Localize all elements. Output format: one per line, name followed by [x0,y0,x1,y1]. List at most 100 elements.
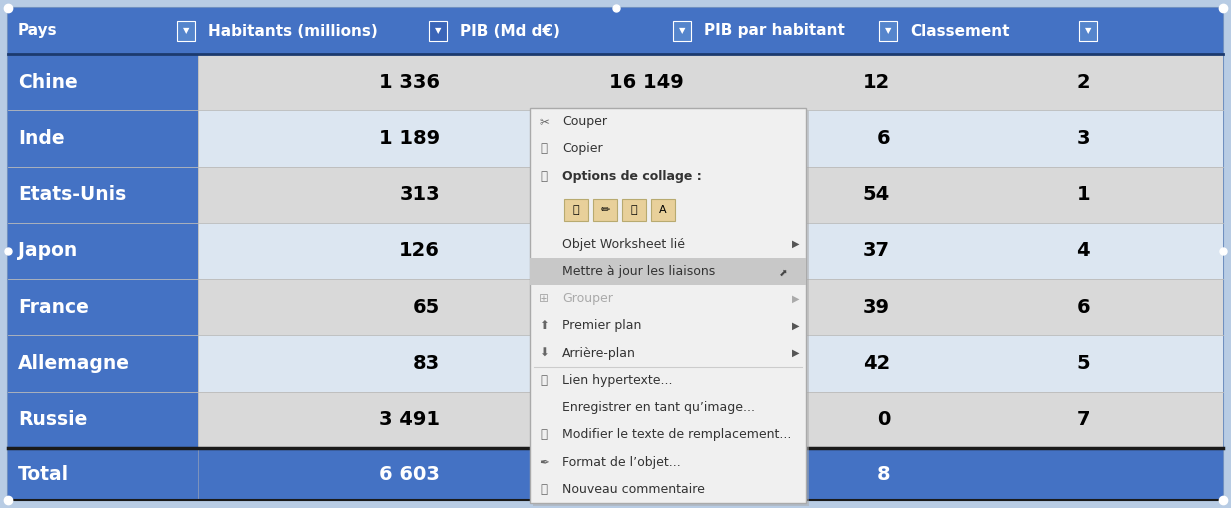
Text: ⬆: ⬆ [539,320,549,332]
Text: 126: 126 [399,241,439,261]
Text: 1: 1 [1076,185,1089,204]
Bar [7,335,1224,392]
Text: 54: 54 [863,185,890,204]
Bar [177,21,194,41]
Text: Allemagne: Allemagne [18,354,130,373]
Bar [7,279,198,335]
Text: ✂: ✂ [539,115,549,128]
Text: ▼: ▼ [182,26,190,36]
Text: A: A [659,205,667,215]
Bar [7,54,1224,110]
Text: 3 491: 3 491 [379,410,439,429]
Text: Total: Total [18,464,69,484]
Text: 16 149: 16 149 [609,73,684,91]
Text: 8: 8 [876,464,890,484]
Text: 313: 313 [399,185,439,204]
Text: ▼: ▼ [678,26,686,36]
Text: Format de l’objet...: Format de l’objet... [563,456,681,469]
Text: Grouper: Grouper [563,292,613,305]
Text: 5: 5 [1076,354,1089,373]
Text: 📋: 📋 [540,170,548,182]
Bar [7,279,1224,335]
Bar [673,21,691,41]
Text: ▼: ▼ [1085,26,1091,36]
Bar [7,392,198,448]
Text: 💬: 💬 [540,483,548,496]
Text: Inde: Inde [18,129,64,148]
Text: Chine: Chine [18,73,78,91]
Text: 6: 6 [876,129,890,148]
Bar [531,108,806,503]
Bar [879,21,897,41]
Text: ✏: ✏ [601,205,609,215]
Bar [622,199,646,221]
Text: 4: 4 [1076,241,1089,261]
Text: 65: 65 [412,298,439,317]
Bar [651,199,675,221]
Text: ⊞: ⊞ [539,292,549,305]
Text: ▶: ▶ [793,294,800,304]
Bar [7,335,198,392]
Text: ▶: ▶ [793,348,800,358]
Text: Enregistrer en tant qu’image...: Enregistrer en tant qu’image... [563,401,755,414]
Bar [7,110,1224,167]
Text: 6: 6 [1076,298,1089,317]
Text: Nouveau commentaire: Nouveau commentaire [563,483,705,496]
Bar [7,223,198,279]
Text: Options de collage :: Options de collage : [563,170,702,182]
Text: ▶: ▶ [793,239,800,249]
Text: 6 776: 6 776 [623,129,684,148]
Bar [533,111,809,506]
Text: ▶: ▶ [793,321,800,331]
Text: PIB (Md d€): PIB (Md d€) [460,23,560,39]
Text: Couper: Couper [563,115,607,128]
Text: ▼: ▼ [885,26,891,36]
Text: ✒: ✒ [539,456,549,469]
Text: Habitants (millions): Habitants (millions) [208,23,378,39]
Text: ⬇: ⬇ [539,346,549,360]
Bar [7,54,198,110]
Text: Objet Worksheet lié: Objet Worksheet lié [563,238,684,251]
Text: 6 603: 6 603 [379,464,439,484]
Bar [7,167,198,223]
Text: 12: 12 [863,73,890,91]
Text: Premier plan: Premier plan [563,320,641,332]
Bar [593,199,617,221]
Text: 2: 2 [1076,73,1089,91]
Bar [428,21,447,41]
Text: Classement: Classement [910,23,1009,39]
Text: 🖼: 🖼 [630,205,638,215]
Bar [531,258,806,285]
Text: Arrière-plan: Arrière-plan [563,346,636,360]
Text: France: France [18,298,89,317]
Text: PIB par habitant: PIB par habitant [704,23,844,39]
Text: 🏞: 🏞 [540,428,548,441]
Bar [7,392,1224,448]
Bar [7,223,1224,279]
Text: 39: 39 [863,298,890,317]
Text: ⬆: ⬆ [774,268,788,280]
Text: 7: 7 [1076,410,1089,429]
Bar [564,199,588,221]
Text: 🗐: 🗐 [540,142,548,155]
Text: Copier: Copier [563,142,603,155]
Bar [1080,21,1097,41]
Text: Russie: Russie [18,410,87,429]
Bar [7,8,1224,54]
Text: Mettre à jour les liaisons: Mettre à jour les liaisons [563,265,715,278]
Bar [7,110,198,167]
Text: Lien hypertexte...: Lien hypertexte... [563,374,672,387]
Text: 1 336: 1 336 [379,73,439,91]
Text: 3: 3 [1076,129,1089,148]
Bar [7,167,1224,223]
Text: 🔗: 🔗 [540,374,548,387]
Text: 37: 37 [863,241,890,261]
Text: 83: 83 [412,354,439,373]
Text: Pays: Pays [18,23,58,39]
Text: Japon: Japon [18,241,78,261]
Text: ▼: ▼ [435,26,441,36]
Text: 42: 42 [863,354,890,373]
Text: 1 189: 1 189 [379,129,439,148]
Text: 📋: 📋 [572,205,580,215]
Text: 0: 0 [876,410,890,429]
